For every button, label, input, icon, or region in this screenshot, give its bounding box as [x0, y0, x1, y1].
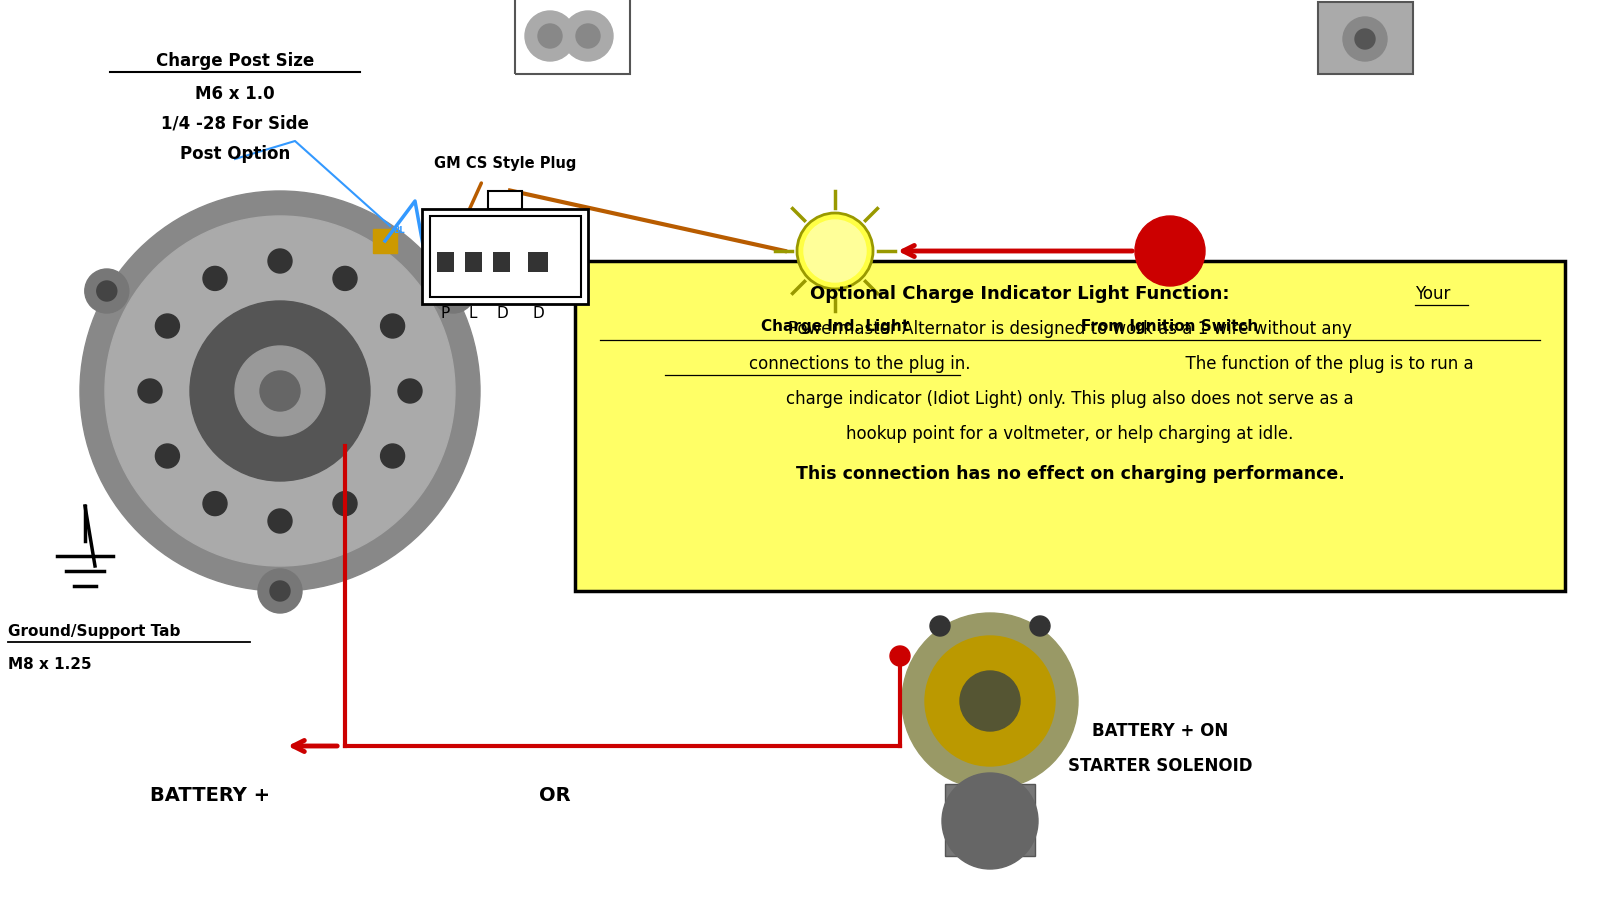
Text: Your: Your: [1414, 285, 1450, 303]
Bar: [464, 252, 482, 272]
Circle shape: [525, 11, 574, 61]
Text: M6 x 1.0: M6 x 1.0: [195, 85, 275, 103]
Bar: [437, 252, 453, 272]
Text: P: P: [440, 306, 450, 321]
FancyBboxPatch shape: [574, 261, 1565, 591]
Circle shape: [443, 281, 464, 301]
Circle shape: [155, 444, 179, 468]
Text: connections to the plug in.: connections to the plug in.: [749, 355, 971, 373]
FancyBboxPatch shape: [429, 216, 581, 296]
Bar: [373, 229, 397, 253]
Circle shape: [805, 220, 866, 282]
Text: GM CS Style Plug: GM CS Style Plug: [434, 156, 576, 171]
Text: Powermaster Alternator is designed to work as a 1 wire without any: Powermaster Alternator is designed to wo…: [789, 320, 1352, 338]
Text: 1/4 -28 For Side: 1/4 -28 For Side: [162, 115, 309, 133]
Bar: [1318, 2, 1413, 74]
Circle shape: [381, 314, 405, 338]
Text: BL: BL: [394, 226, 405, 235]
Bar: [488, 190, 522, 209]
Circle shape: [942, 773, 1038, 869]
Circle shape: [138, 379, 162, 403]
Circle shape: [190, 301, 370, 481]
Text: Post Option: Post Option: [179, 145, 290, 163]
Bar: [528, 252, 547, 272]
Text: charge indicator (Idiot Light) only. This plug also does not serve as a: charge indicator (Idiot Light) only. Thi…: [786, 390, 1354, 408]
Circle shape: [563, 11, 613, 61]
Circle shape: [155, 314, 179, 338]
Bar: [515, 0, 630, 74]
Text: From Ignition Switch: From Ignition Switch: [1082, 319, 1259, 334]
Text: Ground/Support Tab: Ground/Support Tab: [8, 624, 181, 639]
Circle shape: [270, 581, 290, 601]
Circle shape: [333, 266, 357, 291]
Circle shape: [1134, 216, 1205, 286]
Text: STARTER SOLENOID: STARTER SOLENOID: [1067, 757, 1253, 775]
Circle shape: [333, 492, 357, 516]
Text: OR: OR: [539, 786, 571, 805]
Circle shape: [902, 613, 1078, 789]
Bar: [946, 784, 1035, 856]
Circle shape: [960, 671, 1021, 731]
Circle shape: [398, 379, 422, 403]
Text: The function of the plug is to run a: The function of the plug is to run a: [1174, 355, 1474, 373]
Circle shape: [925, 636, 1054, 766]
Circle shape: [235, 346, 325, 436]
Circle shape: [203, 266, 227, 291]
Circle shape: [259, 371, 301, 411]
Circle shape: [203, 492, 227, 516]
Circle shape: [1030, 616, 1050, 636]
Circle shape: [1355, 29, 1374, 49]
Circle shape: [80, 191, 480, 591]
Text: D: D: [496, 306, 507, 321]
Circle shape: [96, 281, 117, 301]
FancyBboxPatch shape: [422, 209, 587, 303]
Text: Optional Charge Indicator Light Function:: Optional Charge Indicator Light Function…: [810, 285, 1230, 303]
Circle shape: [85, 269, 128, 313]
Circle shape: [930, 616, 950, 636]
Circle shape: [576, 24, 600, 48]
Circle shape: [1342, 17, 1387, 61]
Circle shape: [797, 213, 874, 289]
Bar: [493, 252, 510, 272]
Text: D: D: [533, 306, 544, 321]
Circle shape: [538, 24, 562, 48]
Text: L: L: [469, 306, 477, 321]
Circle shape: [381, 444, 405, 468]
Circle shape: [106, 216, 454, 566]
Circle shape: [267, 509, 291, 533]
Text: Charge Post Size: Charge Post Size: [155, 52, 314, 70]
Circle shape: [432, 269, 475, 313]
Text: hookup point for a voltmeter, or help charging at idle.: hookup point for a voltmeter, or help ch…: [846, 425, 1294, 443]
Text: Charge Ind. Light: Charge Ind. Light: [762, 319, 909, 334]
Circle shape: [258, 569, 302, 613]
Circle shape: [269, 249, 291, 273]
Text: This connection has no effect on charging performance.: This connection has no effect on chargin…: [795, 465, 1344, 483]
Text: BATTERY +: BATTERY +: [150, 786, 270, 805]
Circle shape: [890, 646, 910, 666]
Text: M8 x 1.25: M8 x 1.25: [8, 657, 91, 672]
Text: BATTERY + ON: BATTERY + ON: [1091, 722, 1229, 740]
